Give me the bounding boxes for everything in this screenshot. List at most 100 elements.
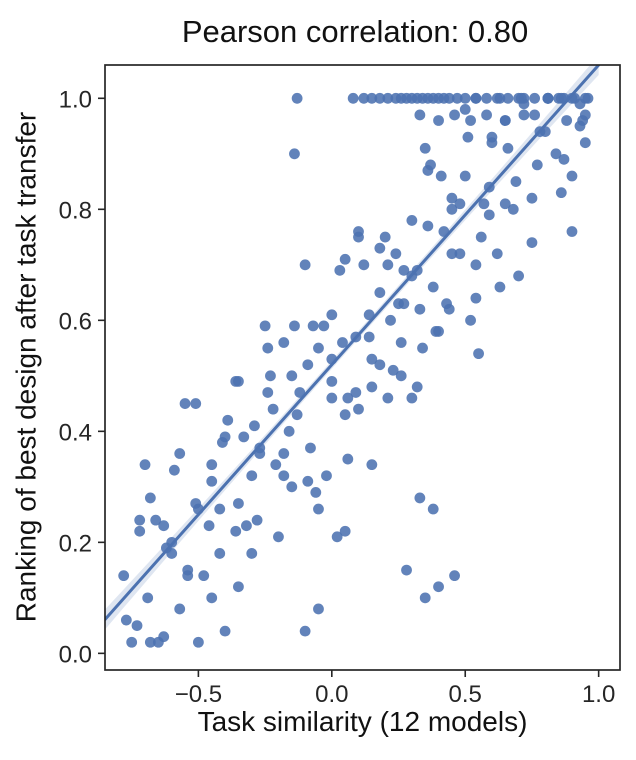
scatter-point	[120, 614, 132, 626]
regression-line	[105, 65, 601, 621]
scatter-point	[259, 320, 271, 332]
scatter-point	[561, 115, 573, 126]
scatter-point	[219, 625, 231, 637]
scatter-point	[374, 92, 386, 104]
scatter-point	[539, 126, 551, 138]
scatter-point	[267, 403, 279, 415]
scatter-point	[286, 370, 298, 382]
scatter-point	[241, 520, 252, 532]
scatter-point	[433, 581, 444, 593]
scatter-point	[435, 170, 447, 182]
scatter-point	[337, 337, 348, 348]
scatter-point	[446, 248, 458, 260]
y-axis-label: Ranking of best design after task transf…	[10, 111, 42, 623]
scatter-point	[462, 131, 474, 143]
scatter-point	[334, 264, 346, 276]
scatter-point	[374, 287, 386, 298]
scatter-point	[152, 636, 164, 648]
scatter-point	[233, 581, 244, 593]
scatter-point	[449, 109, 460, 121]
scatter-point	[262, 387, 274, 398]
scatter-point	[246, 470, 258, 482]
scatter-point	[326, 309, 338, 321]
scatter-point	[478, 198, 490, 210]
scatter-point	[233, 498, 244, 509]
scatter-point	[350, 387, 362, 398]
scatter-point	[278, 448, 290, 459]
scatter-point	[313, 342, 324, 354]
scatter-point	[289, 148, 300, 160]
scatter-point	[481, 109, 492, 121]
scatter-point	[214, 548, 226, 559]
scatter-point	[326, 353, 338, 365]
scatter-point	[483, 181, 495, 193]
scatter-point	[374, 242, 386, 254]
scatter-point	[443, 92, 455, 104]
scatter-point	[342, 453, 354, 465]
scatter-point	[294, 387, 306, 398]
scatter-point	[134, 514, 146, 526]
scatter-point	[499, 115, 511, 126]
y-tick-label: 0.8	[59, 197, 92, 224]
scatter-point	[406, 392, 418, 404]
scatter-point	[502, 142, 514, 154]
scatter-point	[230, 525, 242, 537]
scatter-point	[174, 448, 186, 459]
scatter-point	[273, 531, 284, 543]
scatter-point	[307, 320, 319, 332]
scatter-point	[366, 459, 378, 471]
scatter-point	[555, 187, 567, 199]
scatter-point	[385, 314, 396, 326]
scatter-point	[326, 392, 338, 404]
scatter-point	[353, 403, 364, 415]
scatter-point	[454, 248, 466, 260]
scatter-point	[398, 264, 410, 276]
scatter-point	[251, 514, 263, 526]
scatter-point	[299, 259, 311, 271]
scatter-point	[254, 448, 266, 459]
scatter-point	[310, 486, 322, 498]
scatter-point	[550, 148, 562, 160]
scatter-point	[363, 309, 375, 321]
x-tick-label: 0.0	[315, 681, 348, 708]
scatter-point	[358, 92, 370, 104]
scatter-point	[459, 170, 471, 182]
scatter-point	[302, 359, 314, 371]
scatter-point	[459, 104, 471, 115]
scatter-point	[382, 92, 394, 104]
scatter-point	[438, 226, 450, 237]
scatter-point	[374, 359, 386, 371]
scatter-point	[419, 592, 431, 604]
scatter-point	[363, 331, 375, 343]
x-tick-label: 0.5	[449, 681, 482, 708]
scatter-point	[168, 464, 180, 476]
scatter-point	[486, 137, 498, 149]
scatter-point	[387, 364, 399, 376]
scatter-point	[174, 603, 186, 615]
scatter-point	[382, 259, 394, 271]
scatter-point	[222, 414, 234, 426]
scatter-point	[358, 259, 370, 271]
scatter-point	[470, 92, 482, 104]
y-tick-label: 0.6	[59, 308, 92, 335]
scatter-point	[465, 115, 476, 126]
scatter-point	[529, 109, 541, 121]
scatter-point	[494, 281, 506, 293]
scatter-point	[118, 570, 130, 582]
scatter-point	[134, 525, 146, 537]
y-tick-label: 0.0	[59, 641, 92, 668]
scatter-point	[393, 298, 404, 310]
scatter-point	[144, 636, 156, 648]
scatter-point	[446, 192, 458, 204]
scatter-point	[249, 420, 260, 432]
scatter-point	[427, 503, 439, 515]
scatter-point	[131, 620, 143, 631]
scatter-point	[433, 326, 444, 337]
scatter-point	[566, 226, 578, 237]
scatter-point	[339, 525, 351, 537]
scatter-point	[395, 370, 407, 382]
scatter-point	[350, 331, 362, 343]
scatter-point	[219, 431, 231, 443]
